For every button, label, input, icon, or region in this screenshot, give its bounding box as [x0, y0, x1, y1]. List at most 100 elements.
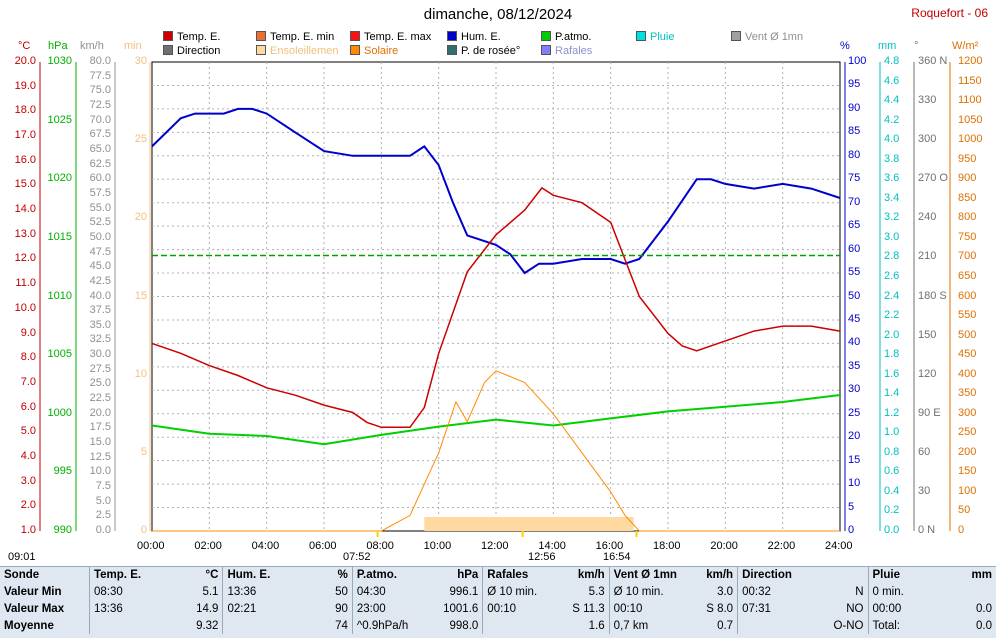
- stats-cell-time: Ø 10 min.: [608, 583, 689, 600]
- stats-cell-value: 5.3: [588, 585, 605, 598]
- stats-cell-value: 14.9: [196, 602, 219, 615]
- stats-header: Sonde: [4, 568, 40, 581]
- axis-tick-temp: 3.0: [20, 474, 36, 487]
- axis-tick-deg: 120: [918, 367, 937, 380]
- legend-item: Pluie: [636, 31, 674, 43]
- stats-cell-value: 0.0: [976, 619, 992, 632]
- axis-tick-mm: 2.2: [884, 309, 900, 322]
- axis-tick-kmh: 75.0: [89, 84, 111, 97]
- axis-tick-wm2: 750: [958, 230, 977, 243]
- legend-item: Temp. E. min: [256, 31, 334, 43]
- axis-tick-mm: 2.8: [884, 250, 900, 263]
- stats-cell-time: [88, 617, 169, 634]
- axis-tick-wm2: 100: [958, 484, 977, 497]
- stats-cell-time: 04:30: [351, 583, 432, 600]
- axis-tick-time: 22:00: [767, 540, 796, 552]
- axis-tick-deg: 300: [918, 133, 937, 146]
- legend-label: Temp. E. min: [270, 31, 335, 43]
- stats-cell-time: 00:00: [867, 600, 938, 617]
- axis-tick-kmh: 2.5: [95, 509, 111, 522]
- axis-tick-min: 10: [134, 367, 147, 380]
- marker-sunset: 16:54: [603, 551, 631, 563]
- axis-tick-deg: 180 S: [918, 289, 947, 302]
- stats-cell-value: 50: [335, 585, 348, 598]
- axis-tick-wm2: 600: [958, 289, 977, 302]
- legend-item: Solaire: [350, 45, 398, 57]
- stats-cell-time: Total:: [867, 617, 938, 634]
- axis-tick-mm: 3.4: [884, 191, 900, 204]
- stats-header: Rafales: [482, 566, 553, 583]
- axis-unit-deg: °: [914, 40, 919, 52]
- legend-swatch: [256, 45, 266, 55]
- stats-row-label: Valeur Max: [4, 602, 65, 615]
- axis-tick-pct: 60: [848, 242, 861, 255]
- legend-swatch: [731, 31, 741, 41]
- stats-header: Pluie: [867, 566, 938, 583]
- stats-unit: [807, 566, 868, 583]
- stats-header: Hum. E.: [222, 566, 308, 583]
- legend-swatch: [256, 31, 266, 41]
- axis-tick-hpa: 1025: [47, 113, 72, 126]
- axis-unit-min: min: [124, 40, 142, 52]
- legend-item: Rafales: [541, 45, 592, 57]
- axis-tick-time: 16:00: [595, 540, 624, 552]
- axis-tick-temp: 20.0: [14, 55, 36, 67]
- axis-unit-pct: %: [840, 40, 850, 52]
- stats-unit: km/h: [706, 568, 734, 581]
- stats-cell-time: 0 min.: [867, 583, 938, 600]
- axis-tick-deg: 0 N: [918, 524, 936, 536]
- axis-tick-pct: 100: [848, 55, 867, 67]
- axis-unit-kmh: km/h: [80, 40, 104, 52]
- stats-cell-time: 00:32: [737, 583, 807, 600]
- axis-tick-temp: 19.0: [14, 79, 36, 92]
- axis-tick-kmh: 60.0: [89, 172, 111, 185]
- axis-tick-wm2: 300: [958, 406, 977, 419]
- stats-table: Sonde Temp. E. °C Hum. E. % P.atmo. hPa …: [0, 566, 996, 634]
- stats-cell-value: 3.0: [717, 585, 734, 598]
- axis-tick-deg: 30: [918, 484, 931, 497]
- axis-tick-pct: 25: [848, 406, 861, 419]
- axis-tick-temp: 5.0: [20, 425, 36, 438]
- axis-tick-mm: 2.6: [884, 269, 900, 282]
- axis-tick-hpa: 1010: [47, 289, 72, 302]
- axis-tick-pct: 30: [848, 383, 861, 396]
- legend-label: Hum. E.: [461, 31, 501, 43]
- stats-cell-time: [222, 617, 308, 634]
- axis-tick-temp: 9.0: [20, 326, 36, 339]
- axis-tick-mm: 4.6: [884, 74, 900, 87]
- axis-tick-wm2: 0: [958, 524, 965, 536]
- legend-swatch: [350, 31, 360, 41]
- axis-tick-kmh: 35.0: [89, 318, 111, 331]
- legend-item: P. de rosée°: [447, 45, 520, 57]
- axis-tick-deg: 240: [918, 211, 937, 224]
- axis-tick-kmh: 0.0: [95, 524, 111, 536]
- stats-cell-value: 0.7: [717, 619, 734, 632]
- axis-tick-temp: 7.0: [20, 375, 36, 388]
- axis-tick-wm2: 550: [958, 309, 977, 322]
- axis-tick-mm: 1.8: [884, 348, 900, 361]
- axis-tick-deg: 90 E: [918, 406, 941, 419]
- axis-tick-mm: 4.8: [884, 55, 900, 67]
- legend-swatch: [447, 31, 457, 41]
- stats-cell-time: 23:00: [351, 600, 432, 617]
- axis-tick-pct: 80: [848, 148, 861, 161]
- axis-tick-mm: 1.2: [884, 406, 900, 419]
- stats-cell-time: 08:30: [88, 583, 169, 600]
- axis-tick-kmh: 55.0: [89, 201, 111, 214]
- axis-tick-wm2: 500: [958, 328, 977, 341]
- legend-swatch: [163, 45, 173, 55]
- axis-tick-wm2: 1050: [958, 113, 983, 126]
- legend-label: Vent Ø 1mn: [745, 31, 804, 43]
- legend-label: Rafales: [555, 45, 593, 57]
- axis-tick-wm2: 1000: [958, 133, 983, 146]
- axis-tick-mm: 4.2: [884, 113, 900, 126]
- axis-tick-kmh: 42.5: [89, 274, 111, 287]
- stats-header: P.atmo.: [351, 566, 432, 583]
- axis-tick-kmh: 30.0: [89, 348, 111, 361]
- axis-tick-kmh: 12.5: [89, 450, 111, 463]
- legend-label: Ensoleillemen: [270, 45, 339, 57]
- legend-item: Ensoleillemen: [256, 45, 338, 57]
- axis-tick-pct: 65: [848, 219, 861, 232]
- axis-tick-temp: 4.0: [20, 449, 36, 462]
- axis-tick-mm: 1.0: [884, 426, 900, 439]
